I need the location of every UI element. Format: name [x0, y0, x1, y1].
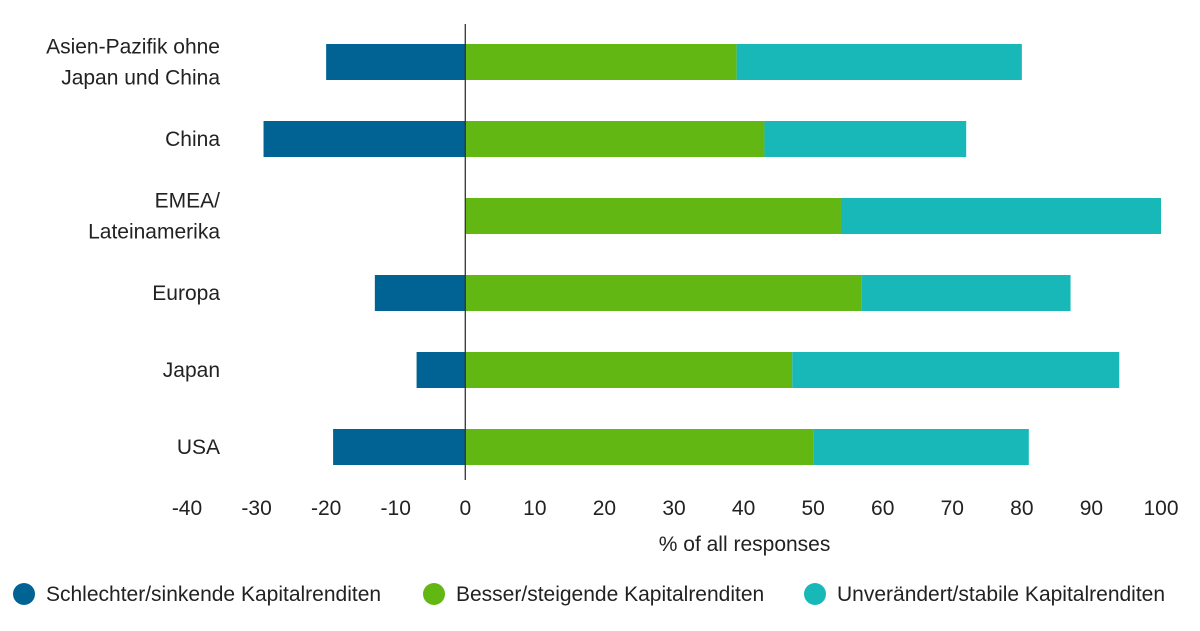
bar-segment [465, 275, 862, 311]
x-tick-label: 10 [523, 497, 546, 520]
x-tick-label: 70 [941, 497, 964, 520]
bar-segment [736, 44, 1022, 80]
bar-segment [465, 429, 814, 465]
x-tick-label: 90 [1080, 497, 1103, 520]
legend-marker [423, 583, 445, 605]
bar-segment [374, 275, 466, 311]
x-tick-label: -40 [172, 497, 202, 520]
x-tick-label: 30 [662, 497, 685, 520]
x-tick-label: -30 [241, 497, 271, 520]
x-tick-label: 20 [593, 497, 616, 520]
bar-segment [326, 44, 466, 80]
bar-segment [416, 352, 466, 388]
bars-group [263, 44, 1161, 465]
x-tick-label: -10 [381, 497, 411, 520]
bar-segment [840, 198, 1161, 234]
bar-segment [792, 352, 1120, 388]
x-tick-label: 40 [732, 497, 755, 520]
category-label: Japan [163, 359, 220, 382]
category-labels: Asien-Pazifik ohne Japan und China China EM… [46, 36, 220, 460]
x-tick-label: 60 [871, 497, 894, 520]
x-tick-labels: -40 -30 -20 -10 0 10 20 30 40 50 60 70 80 90 100 [172, 497, 1179, 520]
category-label: China [165, 128, 220, 151]
bar-segment [465, 121, 765, 157]
legend-label: Unverändert/stabile Kapitalrenditen [837, 583, 1165, 606]
bar-segment [764, 121, 967, 157]
bar-segment [465, 198, 841, 234]
bar-segment [465, 352, 793, 388]
bar-segment [263, 121, 466, 157]
bar-segment [465, 44, 737, 80]
x-axis-title: % of all responses [659, 533, 831, 556]
category-label: USA [177, 436, 220, 459]
bar-segment [861, 275, 1071, 311]
x-tick-label: 80 [1010, 497, 1033, 520]
x-tick-label: 50 [801, 497, 824, 520]
legend-marker [13, 583, 35, 605]
legend: Schlechter/sinkende Kapitalrenditen Besse… [13, 583, 1165, 606]
legend-marker [804, 583, 826, 605]
legend-label: Schlechter/sinkende Kapitalrenditen [46, 583, 381, 606]
x-tick-label: 100 [1143, 497, 1178, 520]
x-tick-label: -20 [311, 497, 341, 520]
x-tick-label: 0 [459, 497, 471, 520]
legend-label: Besser/steigende Kapitalrenditen [456, 583, 764, 606]
category-label: Asien-Pazifik ohne Japan und China [46, 36, 220, 90]
bar-segment [813, 429, 1029, 465]
bar-segment [333, 429, 466, 465]
category-label: Europa [152, 282, 220, 305]
category-label: EMEA/Lateinamerika [88, 190, 220, 244]
